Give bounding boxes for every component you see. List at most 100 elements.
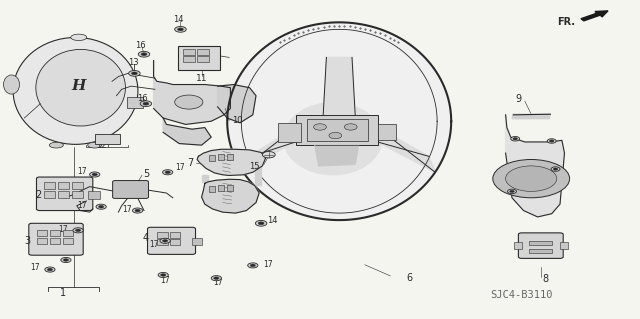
Bar (44, 182, 55, 189)
Ellipse shape (13, 37, 138, 144)
Bar (227, 154, 233, 160)
Circle shape (513, 138, 518, 140)
Circle shape (248, 263, 258, 268)
Polygon shape (240, 128, 296, 171)
Bar (170, 239, 180, 245)
FancyArrow shape (581, 11, 608, 21)
Text: 9: 9 (515, 94, 522, 104)
FancyBboxPatch shape (29, 223, 83, 255)
Circle shape (214, 277, 219, 279)
Bar (50, 230, 60, 236)
Bar (278, 123, 301, 142)
Polygon shape (255, 166, 261, 185)
Ellipse shape (283, 102, 383, 175)
Circle shape (73, 228, 83, 233)
Text: 17: 17 (175, 163, 186, 172)
Circle shape (551, 167, 560, 171)
Text: SJC4-B3110: SJC4-B3110 (490, 290, 553, 300)
Text: 14: 14 (173, 15, 183, 24)
Circle shape (76, 229, 81, 232)
Bar (178, 46, 220, 70)
Bar (560, 242, 568, 249)
Text: H: H (72, 79, 86, 93)
Bar (95, 134, 120, 144)
Bar (218, 154, 224, 160)
Ellipse shape (3, 75, 19, 94)
Circle shape (178, 28, 183, 31)
Bar (218, 185, 224, 191)
Circle shape (90, 172, 100, 177)
Bar (183, 49, 195, 55)
Circle shape (161, 274, 166, 276)
Bar (529, 241, 552, 245)
Circle shape (493, 160, 570, 198)
Bar (170, 232, 180, 238)
Bar (209, 155, 215, 161)
Text: FR.: FR. (557, 17, 575, 27)
Bar (529, 249, 552, 253)
Polygon shape (227, 22, 451, 220)
Circle shape (45, 267, 55, 272)
Bar (209, 186, 215, 192)
Bar (58, 191, 69, 198)
Ellipse shape (88, 142, 102, 148)
Text: 16: 16 (136, 41, 146, 50)
Circle shape (344, 124, 357, 130)
FancyBboxPatch shape (518, 233, 563, 258)
FancyBboxPatch shape (148, 227, 196, 255)
Circle shape (262, 152, 275, 158)
Bar (192, 238, 202, 245)
Text: 17: 17 (77, 201, 87, 210)
Circle shape (553, 168, 558, 170)
Polygon shape (506, 115, 564, 217)
Text: 17: 17 (122, 205, 132, 214)
Bar (37, 238, 47, 244)
Bar (157, 239, 168, 245)
Bar (514, 242, 522, 249)
Text: 17: 17 (160, 276, 170, 285)
Circle shape (506, 166, 557, 191)
Text: 3: 3 (24, 236, 30, 246)
Circle shape (511, 137, 520, 141)
Bar (58, 182, 69, 189)
Text: 7: 7 (188, 158, 194, 168)
Bar (72, 182, 83, 189)
Polygon shape (315, 145, 358, 166)
Text: 17: 17 (77, 167, 87, 176)
Text: 14: 14 (268, 216, 278, 225)
Bar (197, 56, 209, 62)
Circle shape (175, 95, 203, 109)
Text: 8: 8 (542, 274, 548, 284)
Bar (157, 232, 168, 238)
Circle shape (211, 276, 221, 281)
Circle shape (509, 190, 515, 193)
Text: 2: 2 (35, 189, 42, 200)
Circle shape (508, 189, 516, 194)
Circle shape (141, 53, 147, 56)
Bar (88, 191, 100, 199)
Polygon shape (378, 128, 435, 172)
Bar (183, 56, 195, 62)
Polygon shape (202, 179, 259, 213)
Polygon shape (202, 175, 208, 182)
Ellipse shape (36, 49, 125, 126)
Bar (44, 191, 55, 198)
Ellipse shape (70, 34, 87, 41)
Polygon shape (218, 85, 256, 123)
FancyBboxPatch shape (113, 181, 148, 198)
Circle shape (165, 171, 170, 174)
Circle shape (175, 26, 186, 32)
Text: 17: 17 (58, 225, 68, 234)
Text: 16: 16 (137, 94, 147, 103)
FancyBboxPatch shape (36, 177, 93, 211)
Circle shape (160, 238, 170, 243)
Bar (378, 124, 396, 140)
Bar (37, 230, 47, 236)
Circle shape (259, 222, 264, 225)
Circle shape (135, 209, 140, 212)
Bar (227, 185, 233, 191)
Circle shape (314, 124, 326, 130)
Circle shape (47, 268, 52, 271)
Bar (296, 115, 378, 145)
Text: 1: 1 (60, 288, 66, 299)
